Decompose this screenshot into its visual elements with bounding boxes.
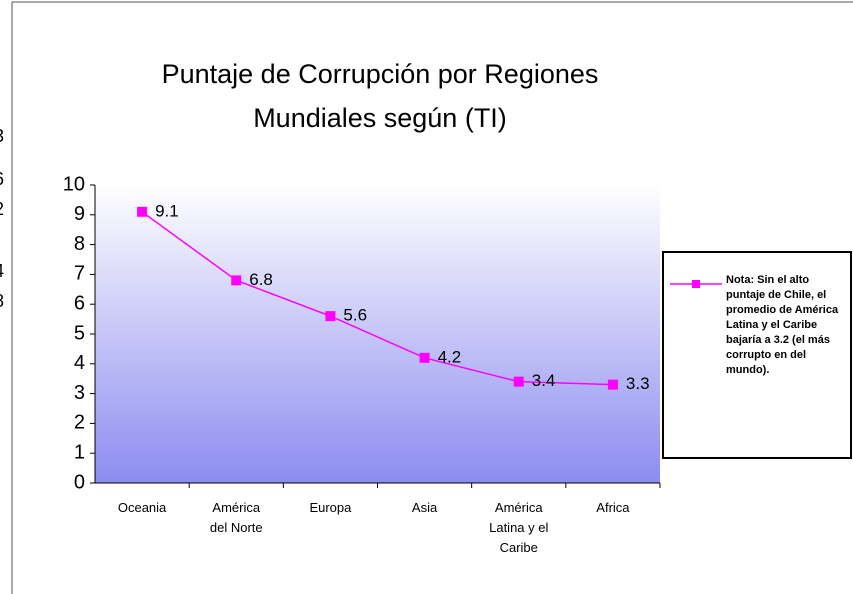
y-tick-label: 8: [74, 233, 85, 255]
x-tick-label: Oceania: [117, 500, 167, 515]
cropped-text: 2: [0, 199, 4, 220]
y-tick-label: 5: [74, 322, 85, 344]
data-label: 3.3: [626, 374, 650, 393]
data-line: [141, 211, 613, 386]
cropped-text: 3: [0, 126, 4, 147]
x-tick-label: Africa: [596, 500, 630, 515]
data-label: 3.4: [532, 371, 556, 390]
marker: [231, 275, 242, 286]
marker: [137, 206, 148, 217]
y-tick-label: 4: [74, 352, 85, 374]
data-label: 5.6: [343, 306, 367, 325]
y-tick-label: 0: [74, 471, 85, 493]
y-tick-label: 10: [63, 173, 85, 195]
data-label: 4.2: [438, 347, 462, 366]
x-tick-label: Europa: [309, 500, 352, 515]
legend-label: Nota: Sin el alto puntaje de Chile, el p…: [726, 274, 839, 376]
data-label: 9.1: [155, 201, 179, 220]
y-tick-label: 2: [74, 412, 85, 434]
cropped-text: 4: [0, 261, 4, 282]
marker: [607, 379, 618, 390]
data-label: 6.8: [249, 270, 273, 289]
plot-area: [95, 185, 660, 483]
legend-marker: [692, 280, 700, 288]
y-tick-label: 9: [74, 203, 85, 225]
cropped-text: 6: [0, 169, 4, 190]
y-tick-label: 6: [74, 292, 85, 314]
x-tick-label: América del Norte: [209, 500, 263, 535]
x-tick-label: Asia: [411, 500, 438, 515]
marker: [325, 311, 336, 322]
y-tick-label: 3: [74, 382, 85, 404]
cropped-text: 8: [0, 291, 4, 312]
y-tick-label: 1: [74, 441, 85, 463]
legend-box: [662, 251, 852, 459]
marker: [513, 376, 524, 387]
x-tick-label: América Latina y el Caribe: [489, 500, 549, 555]
chart-title: Puntaje de Corrupción por Regiones Mundi…: [161, 59, 599, 133]
marker: [419, 352, 430, 363]
y-tick-label: 7: [74, 263, 85, 285]
